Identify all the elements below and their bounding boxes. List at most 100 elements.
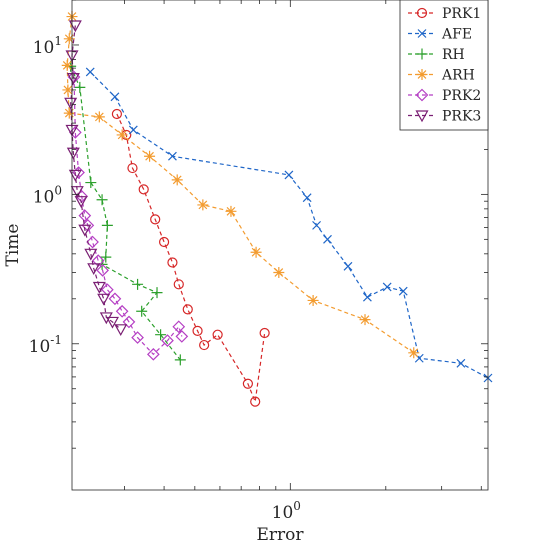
legend: PRK1 AFE RH ARH PRK2 PRK3 [399, 0, 489, 131]
legend-label: PRK1 [442, 6, 481, 22]
data-point-rh [85, 177, 97, 189]
data-point-prk1 [250, 396, 261, 407]
data-point-prk3 [68, 20, 82, 33]
series-layer [61, 11, 493, 407]
data-point-prk1 [259, 327, 270, 339]
data-point-arh [93, 111, 105, 123]
series-line-prk1 [116, 113, 266, 404]
legend-box [399, 0, 489, 131]
data-point-prk3 [68, 169, 82, 182]
data-point-afe [312, 220, 321, 230]
y-tick-label: 10-1 [29, 333, 62, 357]
data-point-prk3 [70, 186, 84, 198]
data-point-arh [273, 266, 285, 278]
data-point-prk2 [96, 264, 109, 277]
x-axis-label: Error [256, 525, 304, 545]
data-point-prk2 [108, 292, 122, 306]
series-afe [85, 67, 493, 383]
data-point-prk2 [172, 320, 186, 334]
data-point-rh [100, 251, 112, 263]
data-point-prk3 [97, 293, 111, 306]
data-point-prk1 [242, 378, 253, 389]
data-point-rh [136, 305, 148, 317]
data-point-prk3 [64, 97, 78, 110]
legend-entry-rh: RH [408, 47, 465, 63]
data-point-prk1 [199, 339, 210, 351]
y-tick-label: 100 [33, 183, 62, 207]
series-line-prk2 [73, 77, 183, 356]
data-point-prk2 [86, 235, 99, 249]
data-point-prk3 [66, 147, 80, 160]
series-rh [65, 60, 186, 366]
data-point-afe [110, 92, 120, 102]
legend-label: AFE [441, 27, 472, 43]
legend-label: ARH [441, 68, 475, 84]
data-point-prk2 [115, 304, 129, 318]
data-point-prk2 [131, 331, 144, 344]
data-point-arh [61, 59, 73, 71]
data-point-prk3 [105, 316, 119, 329]
data-point-afe [382, 282, 392, 292]
data-point-afe [362, 292, 372, 302]
legend-label: PRK3 [442, 109, 481, 125]
data-point-prk3 [78, 224, 92, 237]
axes-box [71, 0, 489, 491]
legend-label: RH [442, 47, 465, 63]
data-point-prk1 [167, 257, 178, 268]
data-point-afe [128, 125, 138, 135]
legend-swatch-marker [415, 88, 429, 102]
data-point-afe [323, 234, 332, 244]
data-point-arh [359, 314, 371, 326]
data-point-afe [456, 358, 466, 368]
data-point-arh [250, 246, 262, 258]
series-line-rh [70, 66, 181, 361]
data-point-prk2 [146, 347, 160, 361]
data-point-arh [197, 199, 209, 211]
data-point-afe [343, 261, 353, 271]
legend-swatch-marker [416, 48, 428, 60]
data-point-rh [74, 81, 86, 93]
data-point-afe [85, 67, 95, 77]
data-point-prk3 [66, 73, 80, 85]
series-line-prk3 [70, 25, 122, 330]
data-point-prk3 [84, 248, 98, 261]
legend-entry-prk3: PRK3 [408, 109, 481, 125]
data-point-rh [151, 287, 163, 299]
data-point-afe [398, 286, 408, 296]
data-point-arh [171, 174, 183, 186]
data-point-prk1 [138, 184, 149, 195]
x-tick-label: 100 [272, 499, 301, 523]
data-point-prk2 [101, 283, 114, 297]
data-point-rh [101, 219, 113, 231]
data-point-arh [225, 205, 237, 217]
data-point-arh [63, 107, 75, 119]
data-point-prk3 [74, 196, 88, 208]
data-point-prk3 [87, 263, 101, 276]
data-point-arh [144, 150, 156, 162]
legend-swatch-marker [415, 110, 429, 123]
data-point-prk1 [173, 279, 184, 290]
series-line-arh [66, 16, 415, 354]
tick-label-layer: 100 101 100 10-1 [29, 34, 301, 523]
data-point-afe [168, 151, 177, 161]
data-point-prk1 [158, 236, 170, 248]
legend-entry-arh: ARH [408, 68, 475, 84]
legend-swatch-marker [417, 29, 427, 38]
legend-swatch-marker [416, 7, 428, 19]
data-point-prk1 [182, 304, 193, 315]
data-point-arh [408, 347, 420, 359]
series-arh [61, 11, 420, 359]
data-point-prk3 [92, 281, 106, 294]
data-point-prk1 [111, 108, 123, 120]
data-point-rh [96, 194, 108, 206]
data-point-afe [284, 170, 294, 180]
data-point-arh [63, 33, 75, 45]
data-point-arh [307, 294, 319, 306]
data-point-rh [155, 329, 167, 341]
data-point-prk2 [78, 209, 92, 223]
legend-entry-prk2: PRK2 [408, 88, 481, 104]
data-point-afe [302, 193, 312, 203]
legend-label: PRK2 [442, 88, 481, 104]
legend-swatch-marker [416, 69, 428, 80]
y-axis-label: Time [3, 224, 23, 267]
